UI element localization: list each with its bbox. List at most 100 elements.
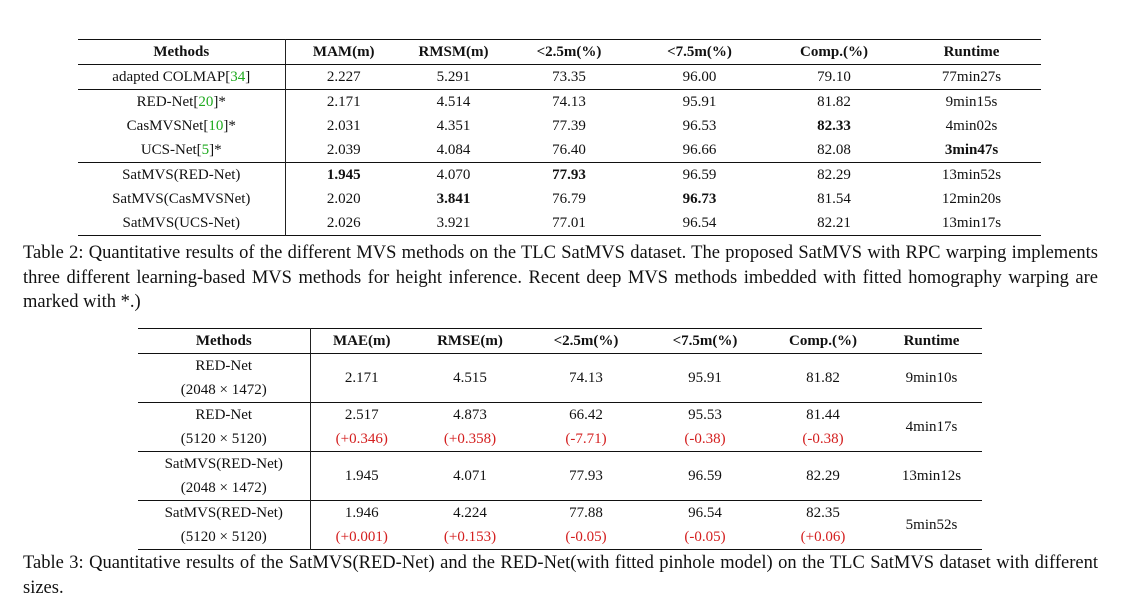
- header-runtime: Runtime: [881, 328, 982, 354]
- delta-cell: (-0.05): [565, 529, 607, 545]
- method-cell: CasMVSNet[10]*: [126, 118, 236, 134]
- value-cell: 77.01: [552, 215, 586, 231]
- method-cell: adapted COLMAP[34]: [112, 69, 251, 85]
- value-cell: 66.42: [527, 402, 645, 427]
- table-row: SatMVS(RED-Net) 1.945 4.071 77.93 96.59 …: [138, 451, 982, 501]
- header-runtime: Runtime: [902, 39, 1041, 65]
- value-cell: 9min15s: [902, 89, 1041, 114]
- value-cell: 4.351: [436, 118, 471, 134]
- table-2-caption: Table 2: Quantitative results of the dif…: [23, 243, 1098, 312]
- value-cell: 1.946: [309, 500, 413, 525]
- header-methods: Methods: [78, 39, 285, 65]
- value-cell: 4.071: [413, 451, 527, 501]
- citation-link[interactable]: 20: [198, 94, 214, 110]
- value-cell: 4.873: [413, 402, 527, 427]
- method-name: RED-Net: [138, 402, 310, 427]
- value-cell: 3.921: [436, 215, 471, 231]
- value-cell: 96.59: [645, 451, 765, 501]
- runtime-cell: 4min17s: [881, 402, 982, 452]
- value-cell: 76.79: [552, 191, 586, 207]
- delta-cell: (+0.153): [443, 529, 497, 545]
- delta-cell: (+0.001): [309, 525, 413, 550]
- table-2: Methods MAM(m) RMSM(m) <2.5m(%) <7.5m(%)…: [78, 39, 1041, 236]
- value-cell: 2.227: [284, 64, 402, 90]
- value-cell: 96.59: [633, 162, 766, 187]
- value-cell: 95.53: [645, 402, 765, 427]
- header-lt2-5: <2.5m(%): [527, 328, 645, 354]
- value-cell: 81.44: [765, 402, 881, 427]
- table-header-row: Methods MAE(m) RMSE(m) <2.5m(%) <7.5m(%)…: [138, 328, 982, 354]
- table-row: RED-Net 2.171 4.515 74.13 95.91 81.82 9m…: [138, 353, 982, 403]
- table-3: Methods MAE(m) RMSE(m) <2.5m(%) <7.5m(%)…: [138, 328, 982, 550]
- value-cell: 82.29: [766, 162, 902, 187]
- table-row: SatMVS(CasMVSNet) 2.020 3.841 76.79 96.7…: [78, 187, 1041, 211]
- value-cell-best: 77.93: [505, 162, 633, 187]
- value-cell-best: 1.945: [284, 162, 402, 187]
- citation-link[interactable]: 34: [230, 69, 246, 85]
- method-cell: SatMVS(CasMVSNet): [112, 191, 251, 207]
- delta-cell: (-7.71): [565, 431, 607, 447]
- value-cell: 96.54: [645, 500, 765, 525]
- method-size: (2048 × 1472): [180, 382, 267, 398]
- method-cell: SatMVS(UCS-Net): [122, 215, 240, 231]
- header-comp: Comp.(%): [766, 39, 902, 65]
- delta-cell: (+0.06): [800, 529, 846, 545]
- citation-link[interactable]: 10: [208, 118, 224, 134]
- value-cell: 76.40: [552, 142, 586, 158]
- table-row: (2048 × 1472): [138, 476, 982, 501]
- header-lt2-5: <2.5m(%): [505, 39, 633, 65]
- header-rmse: RMSE(m): [413, 328, 527, 354]
- value-cell: 2.031: [284, 114, 402, 138]
- value-cell: 82.08: [817, 142, 851, 158]
- value-cell: 2.039: [284, 138, 402, 163]
- value-cell-best: 96.73: [682, 191, 717, 207]
- value-cell: 4.070: [402, 162, 505, 187]
- value-cell: 2.171: [284, 89, 402, 114]
- method-size: (2048 × 1472): [180, 480, 267, 496]
- method-name: adapted COLMAP: [112, 69, 226, 85]
- value-cell: 2.171: [309, 353, 413, 403]
- value-cell: 82.29: [765, 451, 881, 501]
- method-cell: RED-Net[20]*: [78, 89, 285, 114]
- value-cell: 4min02s: [945, 118, 998, 134]
- header-mam: MAM(m): [284, 39, 402, 65]
- header-lt7-5: <7.5m(%): [645, 328, 765, 354]
- value-cell: 73.35: [552, 69, 586, 85]
- value-cell: 12min20s: [941, 191, 1002, 207]
- method-suffix: *: [228, 118, 236, 134]
- value-cell: 79.10: [817, 69, 851, 85]
- citation-link[interactable]: 5: [201, 142, 210, 158]
- runtime-cell: 5min52s: [881, 500, 982, 550]
- method-suffix: *: [218, 94, 226, 110]
- header-methods: Methods: [138, 328, 310, 354]
- delta-cell: (+0.358): [443, 431, 497, 447]
- method-name: RED-Net: [136, 94, 194, 110]
- value-cell: 81.54: [817, 191, 851, 207]
- value-cell: 95.91: [633, 89, 766, 114]
- method-cell: UCS-Net[5]*: [140, 142, 222, 158]
- delta-cell: (-0.05): [684, 529, 726, 545]
- header-mae: MAE(m): [309, 328, 413, 354]
- method-size: (5120 × 5120): [180, 529, 267, 545]
- header-lt7-5: <7.5m(%): [633, 39, 766, 65]
- delta-cell: (+0.346): [309, 427, 413, 452]
- table-row: RED-Net 2.517 4.873 66.42 95.53 81.44 4m…: [138, 402, 982, 452]
- value-cell: 13min17s: [941, 215, 1002, 231]
- value-cell: 1.945: [309, 451, 413, 501]
- table-row: (2048 × 1472): [138, 378, 982, 403]
- delta-cell: (-0.38): [802, 431, 844, 447]
- value-cell-best: 82.33: [817, 118, 851, 134]
- value-cell: 4.224: [413, 500, 527, 525]
- table-row: UCS-Net[5]* 2.039 4.084 76.40 96.66 82.0…: [78, 138, 1041, 163]
- method-name: RED-Net: [195, 358, 253, 374]
- value-cell: 2.020: [284, 187, 402, 211]
- value-cell: 77.88: [527, 500, 645, 525]
- method-suffix: *: [214, 142, 222, 158]
- value-cell: 96.54: [682, 215, 717, 231]
- method-name: CasMVSNet: [126, 118, 204, 134]
- table-row: (5120 × 5120) (+0.346) (+0.358) (-7.71) …: [138, 427, 982, 452]
- value-cell: 77.39: [552, 118, 586, 134]
- value-cell: 96.00: [682, 69, 717, 85]
- method-name: UCS-Net: [140, 142, 197, 158]
- runtime-cell: 9min10s: [905, 370, 958, 386]
